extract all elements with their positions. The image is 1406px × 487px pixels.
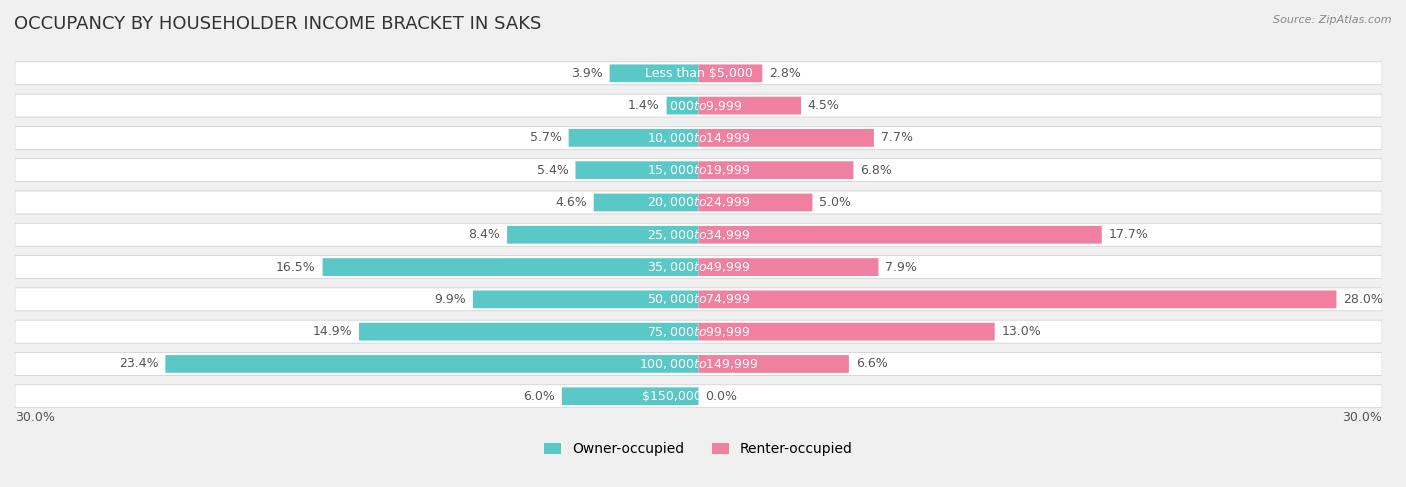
Text: $35,000 to $49,999: $35,000 to $49,999: [647, 260, 751, 274]
Text: 7.9%: 7.9%: [886, 261, 917, 274]
FancyBboxPatch shape: [610, 64, 699, 82]
FancyBboxPatch shape: [699, 323, 994, 340]
FancyBboxPatch shape: [508, 226, 699, 244]
FancyBboxPatch shape: [699, 226, 1102, 244]
Text: 17.7%: 17.7%: [1108, 228, 1149, 241]
FancyBboxPatch shape: [15, 127, 1382, 150]
Text: 8.4%: 8.4%: [468, 228, 501, 241]
FancyBboxPatch shape: [575, 161, 699, 179]
FancyBboxPatch shape: [699, 97, 801, 114]
FancyBboxPatch shape: [699, 64, 762, 82]
Text: OCCUPANCY BY HOUSEHOLDER INCOME BRACKET IN SAKS: OCCUPANCY BY HOUSEHOLDER INCOME BRACKET …: [14, 15, 541, 33]
Text: 30.0%: 30.0%: [15, 411, 55, 424]
FancyBboxPatch shape: [15, 62, 1382, 85]
Text: 7.7%: 7.7%: [880, 131, 912, 144]
Text: 0.0%: 0.0%: [706, 390, 737, 403]
FancyBboxPatch shape: [15, 224, 1382, 246]
Text: $150,000 or more: $150,000 or more: [643, 390, 755, 403]
FancyBboxPatch shape: [166, 355, 699, 373]
FancyBboxPatch shape: [699, 258, 879, 276]
Text: 28.0%: 28.0%: [1343, 293, 1384, 306]
FancyBboxPatch shape: [15, 159, 1382, 182]
Text: 4.6%: 4.6%: [555, 196, 586, 209]
Text: $25,000 to $34,999: $25,000 to $34,999: [647, 228, 751, 242]
Text: $5,000 to $9,999: $5,000 to $9,999: [655, 98, 742, 112]
Text: 23.4%: 23.4%: [120, 357, 159, 371]
FancyBboxPatch shape: [699, 161, 853, 179]
Text: $15,000 to $19,999: $15,000 to $19,999: [647, 163, 751, 177]
FancyBboxPatch shape: [593, 194, 699, 211]
FancyBboxPatch shape: [472, 290, 699, 308]
Text: 6.6%: 6.6%: [856, 357, 887, 371]
Text: $20,000 to $24,999: $20,000 to $24,999: [647, 195, 751, 209]
FancyBboxPatch shape: [699, 355, 849, 373]
Legend: Owner-occupied, Renter-occupied: Owner-occupied, Renter-occupied: [538, 437, 858, 462]
Text: 5.4%: 5.4%: [537, 164, 568, 177]
Text: 30.0%: 30.0%: [1343, 411, 1382, 424]
FancyBboxPatch shape: [15, 288, 1382, 311]
Text: 14.9%: 14.9%: [312, 325, 352, 338]
FancyBboxPatch shape: [666, 97, 699, 114]
FancyBboxPatch shape: [699, 194, 813, 211]
FancyBboxPatch shape: [15, 191, 1382, 214]
FancyBboxPatch shape: [699, 129, 875, 147]
FancyBboxPatch shape: [562, 387, 699, 405]
Text: 2.8%: 2.8%: [769, 67, 801, 80]
FancyBboxPatch shape: [15, 320, 1382, 343]
Text: $75,000 to $99,999: $75,000 to $99,999: [647, 325, 751, 338]
Text: 3.9%: 3.9%: [571, 67, 603, 80]
Text: $100,000 to $149,999: $100,000 to $149,999: [638, 357, 758, 371]
FancyBboxPatch shape: [699, 290, 1337, 308]
Text: 5.0%: 5.0%: [820, 196, 851, 209]
FancyBboxPatch shape: [568, 129, 699, 147]
Text: 4.5%: 4.5%: [808, 99, 839, 112]
Text: Less than $5,000: Less than $5,000: [644, 67, 752, 80]
Text: $10,000 to $14,999: $10,000 to $14,999: [647, 131, 751, 145]
FancyBboxPatch shape: [15, 256, 1382, 279]
FancyBboxPatch shape: [322, 258, 699, 276]
Text: 13.0%: 13.0%: [1001, 325, 1042, 338]
Text: 6.8%: 6.8%: [860, 164, 893, 177]
FancyBboxPatch shape: [15, 385, 1382, 408]
FancyBboxPatch shape: [15, 353, 1382, 375]
Text: 9.9%: 9.9%: [434, 293, 467, 306]
Text: 1.4%: 1.4%: [628, 99, 659, 112]
Text: Source: ZipAtlas.com: Source: ZipAtlas.com: [1274, 15, 1392, 25]
Text: 6.0%: 6.0%: [523, 390, 555, 403]
Text: $50,000 to $74,999: $50,000 to $74,999: [647, 292, 751, 306]
FancyBboxPatch shape: [359, 323, 699, 340]
FancyBboxPatch shape: [15, 94, 1382, 117]
Text: 5.7%: 5.7%: [530, 131, 562, 144]
Text: 16.5%: 16.5%: [276, 261, 316, 274]
